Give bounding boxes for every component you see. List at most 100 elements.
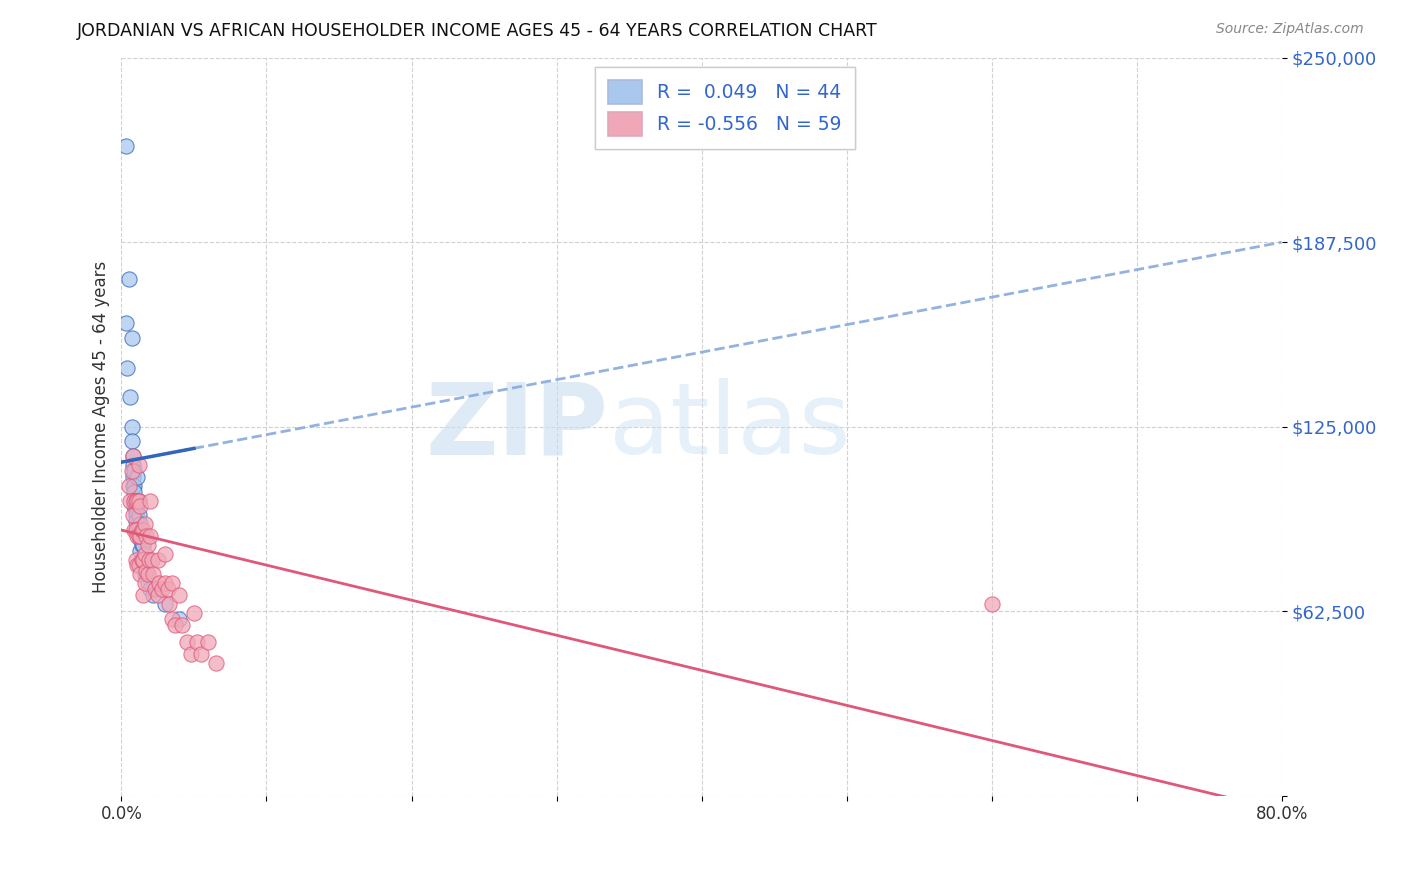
Point [122,458,145,472]
Point [118,479,141,493]
Point [169,612,191,626]
Legend: R =  0.049   N = 44, R = -0.556   N = 59: R = 0.049 N = 44, R = -0.556 N = 59 [595,67,855,149]
Point [176,635,198,649]
Point [125,505,148,519]
Point [131,529,153,543]
Point [124,484,146,499]
Point [124,500,146,514]
Point [186,635,208,649]
Point [132,588,155,602]
Point [980,597,1002,611]
Point [156,582,179,596]
Point [118,272,141,286]
Point [129,567,152,582]
Point [139,582,162,596]
Point [153,576,176,591]
Point [124,523,146,537]
Text: ZIP: ZIP [426,378,609,475]
Point [127,558,149,573]
Point [134,567,156,582]
Point [129,500,152,514]
Point [131,523,153,537]
Point [125,523,148,537]
Point [129,517,152,532]
Point [121,434,143,449]
Text: JORDANIAN VS AFRICAN HOUSEHOLDER INCOME AGES 45 - 64 YEARS CORRELATION CHART: JORDANIAN VS AFRICAN HOUSEHOLDER INCOME … [77,22,879,40]
Point [134,576,156,591]
Point [125,552,148,566]
Point [114,317,136,331]
Point [124,464,146,478]
Point [122,479,145,493]
Point [138,552,160,566]
Point [139,493,162,508]
Point [153,547,176,561]
Point [146,588,169,602]
Point [148,576,170,591]
Point [125,508,148,523]
Point [121,464,143,478]
Point [136,538,159,552]
Text: Source: ZipAtlas.com: Source: ZipAtlas.com [1216,22,1364,37]
Point [132,558,155,573]
Point [128,529,150,543]
Point [128,458,150,472]
Point [128,558,150,573]
Point [125,493,148,508]
Point [114,139,136,153]
Point [169,588,191,602]
Point [129,529,152,543]
Point [128,493,150,508]
Point [190,647,212,661]
Point [142,567,165,582]
Point [180,647,202,661]
Point [146,552,169,566]
Point [129,532,152,546]
Point [129,543,152,558]
Point [122,508,145,523]
Point [124,493,146,508]
Point [165,617,187,632]
Point [131,552,153,566]
Point [134,547,156,561]
Point [124,479,146,493]
Point [139,529,162,543]
Point [128,523,150,537]
Point [134,517,156,532]
Point [127,493,149,508]
Point [157,597,180,611]
Point [204,656,226,670]
Point [127,523,149,537]
Point [120,390,142,404]
Point [135,565,157,579]
Point [136,576,159,591]
Point [125,502,148,516]
Point [132,552,155,566]
Point [122,449,145,463]
Point [121,419,143,434]
Point [125,500,148,514]
Point [172,617,194,632]
Point [127,493,149,508]
Point [127,470,149,484]
Point [122,470,145,484]
Y-axis label: Householder Income Ages 45 - 64 years: Householder Income Ages 45 - 64 years [93,260,110,593]
Point [150,582,173,596]
Point [128,493,150,508]
Point [125,493,148,508]
Point [125,514,148,528]
Point [132,523,155,537]
Point [197,635,219,649]
Point [120,493,142,508]
Point [141,552,163,566]
Point [121,331,143,345]
Point [143,582,166,596]
Point [128,529,150,543]
Point [142,588,165,602]
Point [127,529,149,543]
Point [135,529,157,543]
Point [131,552,153,566]
Point [160,576,183,591]
Point [115,360,138,375]
Point [131,538,153,552]
